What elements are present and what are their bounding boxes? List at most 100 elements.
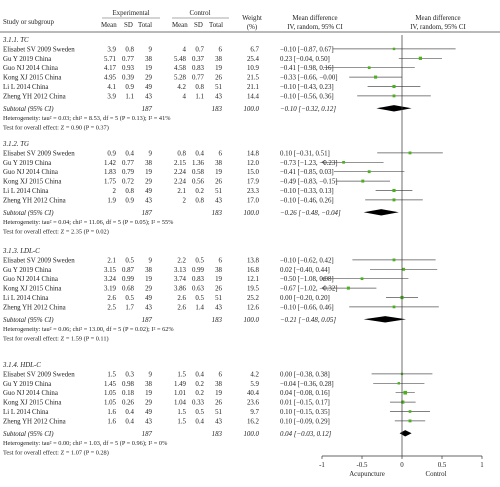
- ctl-total: 43: [215, 304, 222, 311]
- point-estimate: [342, 160, 345, 164]
- exp-mean: 3.24: [104, 276, 117, 283]
- exp-sd: 0.77: [122, 160, 135, 167]
- study-row: Guo NJ 2014 China 4.17 0.93 19 4.58 0.83 19 10.…: [3, 65, 415, 72]
- exp-mean: 3.9: [107, 93, 116, 100]
- heterogeneity-text: Heterogeneity: tau² = 0.06; chi² = 13.00…: [3, 326, 174, 333]
- ctl-mean: 2.24: [174, 179, 187, 186]
- ctl-total: 51: [215, 295, 222, 302]
- study-row: Elisabet SV 2009 Sweden 1.5 0.3 9 1.5 0.4 6 4.2…: [3, 371, 433, 378]
- exp-total: 9: [149, 46, 153, 53]
- study-name: Gu Y 2019 China: [3, 381, 51, 388]
- exp-sd: 0.5: [125, 257, 134, 264]
- ctl-total: 19: [215, 276, 222, 283]
- overall-effect-text: Test for overall effect: Z = 1.07 (P = 0…: [3, 450, 109, 457]
- exp-mean: 4.17: [104, 65, 117, 72]
- ctl-total: 6: [219, 257, 223, 264]
- weight-value: 13.8: [247, 257, 260, 264]
- experimental-header: Experimental: [112, 10, 149, 17]
- point-estimate: [397, 382, 400, 385]
- ctl-total: 6: [219, 150, 223, 157]
- md-method-header: IV, random, 95% CI: [287, 24, 343, 31]
- subtotal-exp-total: 187: [142, 431, 153, 438]
- md-ci-text: 0.10 [−0.09, 0.29]: [280, 418, 330, 425]
- exp-sd: 0.9: [125, 84, 134, 91]
- exp-sd: 0.87: [122, 267, 135, 274]
- ctl-total: 6: [219, 46, 223, 53]
- overall-effect-text: Test for overall effect: Z = 0.90 (P = 0…: [3, 125, 109, 132]
- ctl-sd: 1.1: [195, 93, 204, 100]
- weight-value: 9.7: [250, 409, 259, 416]
- study-name: Guo NJ 2014 China: [3, 390, 58, 397]
- subtotal-ci-text: 0.04 [−0.03, 0.12]: [280, 431, 332, 438]
- point-estimate: [360, 277, 364, 281]
- exp-total: 49: [145, 188, 152, 195]
- x-tick-label: 0: [400, 462, 404, 469]
- study-row: Li L 2014 China 4.1 0.9 49 4.2 0.8 51 21.1 −0.10…: [3, 84, 421, 91]
- exp-mean: 1.05: [104, 400, 117, 407]
- ctl-sd: 0.4: [195, 150, 204, 157]
- overall-effect-text: Test for overall effect: Z = 2.35 (P = 0…: [3, 229, 109, 236]
- point-estimate: [392, 305, 396, 309]
- ctl-mean: 2.6: [177, 295, 186, 302]
- exp-total: 19: [145, 276, 152, 283]
- exp-sd: 0.5: [125, 295, 134, 302]
- study-name: Guo NJ 2014 China: [3, 169, 58, 176]
- exp-sd: 0.39: [122, 75, 135, 82]
- ctl-sd: 0.77: [192, 75, 205, 82]
- subtotal-row: Subtotal (95% CI) 187 183 100.0 −0.26 [−0.48…: [3, 209, 399, 217]
- ctl-total: 26: [215, 400, 222, 407]
- exp-sd: 0.68: [122, 286, 135, 293]
- study-name: Kong XJ 2015 China: [3, 75, 61, 82]
- ctl-mean: 3.86: [174, 286, 187, 293]
- exp-total: 29: [145, 179, 152, 186]
- ci-arrow: [321, 160, 326, 165]
- ctl-total: 43: [215, 418, 222, 425]
- exp-total: 38: [145, 160, 152, 167]
- md-ci-text: −0.41 [−0.98, 0.16]: [280, 65, 334, 72]
- point-estimate: [392, 258, 396, 262]
- x-tick-label: 1: [480, 462, 484, 469]
- ctl-sd: 0.2: [195, 188, 204, 195]
- exp-mean: 4.1: [107, 84, 116, 91]
- exp-mean: 2.1: [107, 257, 116, 264]
- exp-mean: 3.9: [107, 46, 116, 53]
- exp-mean: 5.71: [104, 56, 117, 63]
- md-ci-text: −0.73 [−1.23, −0.23]: [280, 160, 338, 167]
- ctl-mean: 1.5: [177, 371, 186, 378]
- exp-total: 19: [145, 65, 152, 72]
- ctl-sd: 0.33: [192, 400, 205, 407]
- exp-total: 19: [145, 390, 152, 397]
- weight-value: 4.2: [250, 371, 259, 378]
- study-name: Li L 2014 China: [3, 295, 49, 302]
- study-row: Guo NJ 2014 China 3.24 0.99 19 3.74 0.83 19 12.…: [3, 276, 409, 283]
- subgroup-title: 3.1.4. HDL-C: [2, 362, 41, 369]
- ctl-total: 26: [215, 179, 222, 186]
- exp-sd: 1.7: [125, 304, 134, 311]
- ctl-sd: 0.5: [195, 257, 204, 264]
- ctl-total: 43: [215, 93, 222, 100]
- weight-value: 14.4: [247, 93, 260, 100]
- exp-sd: 0.18: [122, 390, 135, 397]
- ctl-total: 38: [215, 381, 222, 388]
- exp-total: 9: [149, 257, 153, 264]
- exp-mean: 1.6: [107, 409, 116, 416]
- md-ci-text: 0.04 [−0.08, 0.16]: [280, 390, 330, 397]
- study-row: Gu Y 2019 China 5.71 0.77 38 5.48 0.37 38 25.4 0…: [3, 56, 442, 63]
- weight-value: 40.4: [247, 390, 260, 397]
- ctl-sd: 0.4: [195, 418, 204, 425]
- exp-total: 49: [145, 84, 152, 91]
- heterogeneity-text: Heterogeneity: tau² = 0.00; chi² = 1.03,…: [3, 440, 168, 447]
- exp-mean: 1.9: [107, 197, 116, 204]
- md-ci-text: −0.10 [−0.46, 0.26]: [280, 197, 334, 204]
- point-estimate: [392, 188, 396, 193]
- study-row: Guo NJ 2014 China 1.83 0.79 19 2.24 0.58 19 15.…: [3, 169, 405, 176]
- weight-unit-header: (%): [247, 24, 257, 31]
- weight-value: 21.5: [247, 75, 260, 82]
- ctl-total: 19: [215, 65, 222, 72]
- ctl-mean-header: Mean: [172, 22, 188, 29]
- point-estimate: [408, 419, 412, 423]
- point-estimate: [408, 151, 412, 155]
- exp-mean: 1.75: [104, 179, 117, 186]
- point-estimate: [374, 75, 378, 79]
- subgroup-1: 3.1.1. TC Elisabet SV 2009 Sweden 3.9 0.8 9 4…: [2, 37, 456, 132]
